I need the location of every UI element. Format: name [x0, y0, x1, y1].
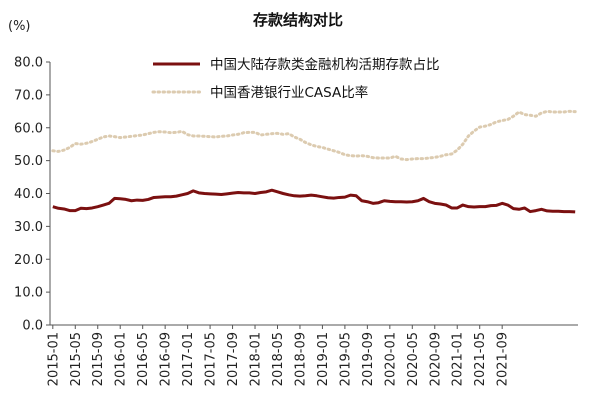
chart-title: 存款结构对比 [253, 11, 343, 29]
x-tick-label: 2020-01 [383, 332, 398, 386]
y-tick-label: 60.0 [14, 121, 43, 136]
series-line-mainland [52, 188, 576, 214]
y-tick-label: 40.0 [14, 187, 43, 202]
x-tick-label: 2020-09 [428, 332, 443, 386]
x-tick-label: 2017-09 [226, 332, 241, 386]
series-line-hongkong [51, 109, 577, 162]
x-tick-label: 2017-05 [204, 332, 219, 386]
x-tick-label: 2017-01 [181, 332, 196, 386]
y-tick-label: 80.0 [14, 56, 43, 71]
legend-label-mainland: 中国大陆存款类金融机构活期存款占比 [210, 57, 440, 73]
y-tick-label: 30.0 [14, 220, 43, 235]
x-tick-label: 2016-09 [159, 332, 174, 386]
x-tick-label: 2019-05 [338, 332, 353, 386]
x-tick-label: 2016-05 [136, 332, 151, 386]
axes [49, 62, 578, 326]
series-layer [51, 109, 577, 214]
y-tick-label: 20.0 [14, 253, 43, 268]
y-unit-label: (%) [8, 19, 31, 34]
legend-label-hongkong: 中国香港银行业CASA比率 [210, 84, 368, 101]
legend: 中国大陆存款类金融机构活期存款占比 中国香港银行业CASA比率 [151, 57, 440, 101]
x-tick-label: 2021-01 [451, 332, 466, 386]
y-tick-label: 50.0 [14, 154, 43, 169]
x-tick-label: 2021-09 [496, 332, 511, 386]
x-tick-label: 2015-05 [69, 332, 84, 386]
x-tick-label: 2018-01 [249, 332, 264, 386]
x-tick-label: 2019-01 [316, 332, 331, 386]
x-tick-label: 2015-01 [46, 332, 61, 386]
y-tick-label: 10.0 [14, 286, 43, 301]
x-tick-label: 2016-01 [114, 332, 129, 386]
x-tick-label: 2018-05 [271, 332, 286, 386]
x-tick-label: 2021-05 [473, 332, 488, 386]
y-tick-label: 0.0 [22, 319, 43, 334]
x-tick-label: 2019-09 [361, 332, 376, 386]
x-tick-label: 2015-09 [91, 332, 106, 386]
x-axis-ticks: 2015-01 2015-05 2015-09 2016-01 2016-05 2016-… [46, 325, 511, 386]
y-axis-ticks: 0.0 10.0 20.0 30.0 40.0 50.0 60.0 70.0 80.0 [14, 56, 50, 334]
x-tick-label: 2020-05 [406, 332, 421, 386]
x-tick-label: 2018-09 [293, 332, 308, 386]
y-tick-label: 70.0 [14, 88, 43, 103]
